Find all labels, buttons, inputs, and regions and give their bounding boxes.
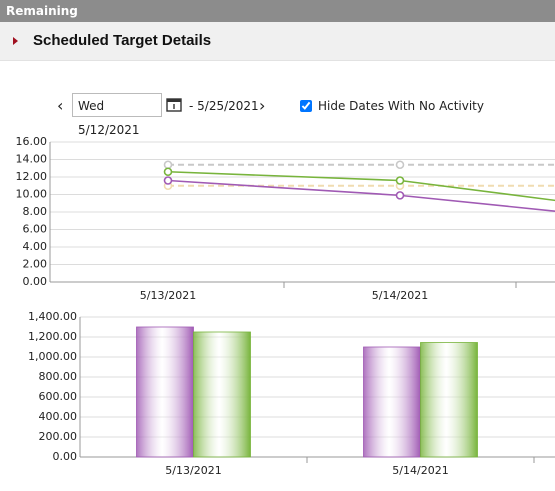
bar	[193, 331, 251, 458]
y-tick-label: 16.00	[16, 135, 48, 148]
y-tick-label: 400.00	[39, 410, 78, 423]
y-tick-label: 2.00	[23, 258, 48, 271]
top-bar-title: Remaining	[6, 4, 78, 18]
prev-button[interactable]: ‹	[57, 96, 64, 115]
y-tick-label: 800.00	[39, 370, 78, 383]
y-tick-label: 0.00	[23, 275, 48, 288]
end-date: - 5/25/2021	[189, 99, 259, 113]
collapse-icon[interactable]	[13, 37, 18, 45]
y-tick-label: 4.00	[23, 240, 48, 253]
top-bar: Remaining	[0, 0, 555, 22]
section-title: Scheduled Target Details	[33, 32, 212, 49]
next-button[interactable]: ›	[259, 96, 266, 115]
point-marker	[395, 191, 405, 200]
x-tick-label: 5/13/2021	[140, 289, 196, 302]
point-marker	[395, 160, 405, 170]
point-marker	[163, 167, 173, 177]
calendar-button[interactable]	[166, 97, 182, 112]
x-tick-label: 5/13/2021	[165, 464, 221, 477]
y-tick-label: 12.00	[16, 170, 48, 183]
point-marker	[395, 176, 405, 185]
point-marker	[163, 160, 173, 170]
section-header: Scheduled Target Details	[0, 22, 555, 61]
y-tick-label: 6.00	[23, 223, 48, 236]
bar	[136, 326, 194, 458]
hide-dates-checkbox[interactable]	[300, 100, 312, 112]
x-tick-label: 5/14/2021	[392, 464, 448, 477]
bar	[363, 346, 421, 458]
bar	[420, 342, 478, 458]
y-tick-label: 200.00	[39, 430, 78, 443]
y-tick-label: 1,400.00	[28, 310, 77, 323]
point-marker	[163, 176, 173, 185]
y-tick-label: 8.00	[23, 205, 48, 218]
y-tick-label: 0.00	[53, 450, 78, 463]
calendar-top	[167, 99, 181, 102]
y-tick-label: 1,000.00	[28, 350, 77, 363]
y-tick-label: 14.00	[16, 153, 48, 166]
x-tick-label: 5/14/2021	[372, 289, 428, 302]
y-tick-label: 10.00	[16, 188, 48, 201]
start-date-input[interactable]: Wed 5/12/2021	[72, 93, 162, 137]
y-tick-label: 1,200.00	[28, 330, 77, 343]
hide-dates-label[interactable]: Hide Dates With No Activity	[318, 99, 484, 113]
y-tick-label: 600.00	[39, 390, 78, 403]
